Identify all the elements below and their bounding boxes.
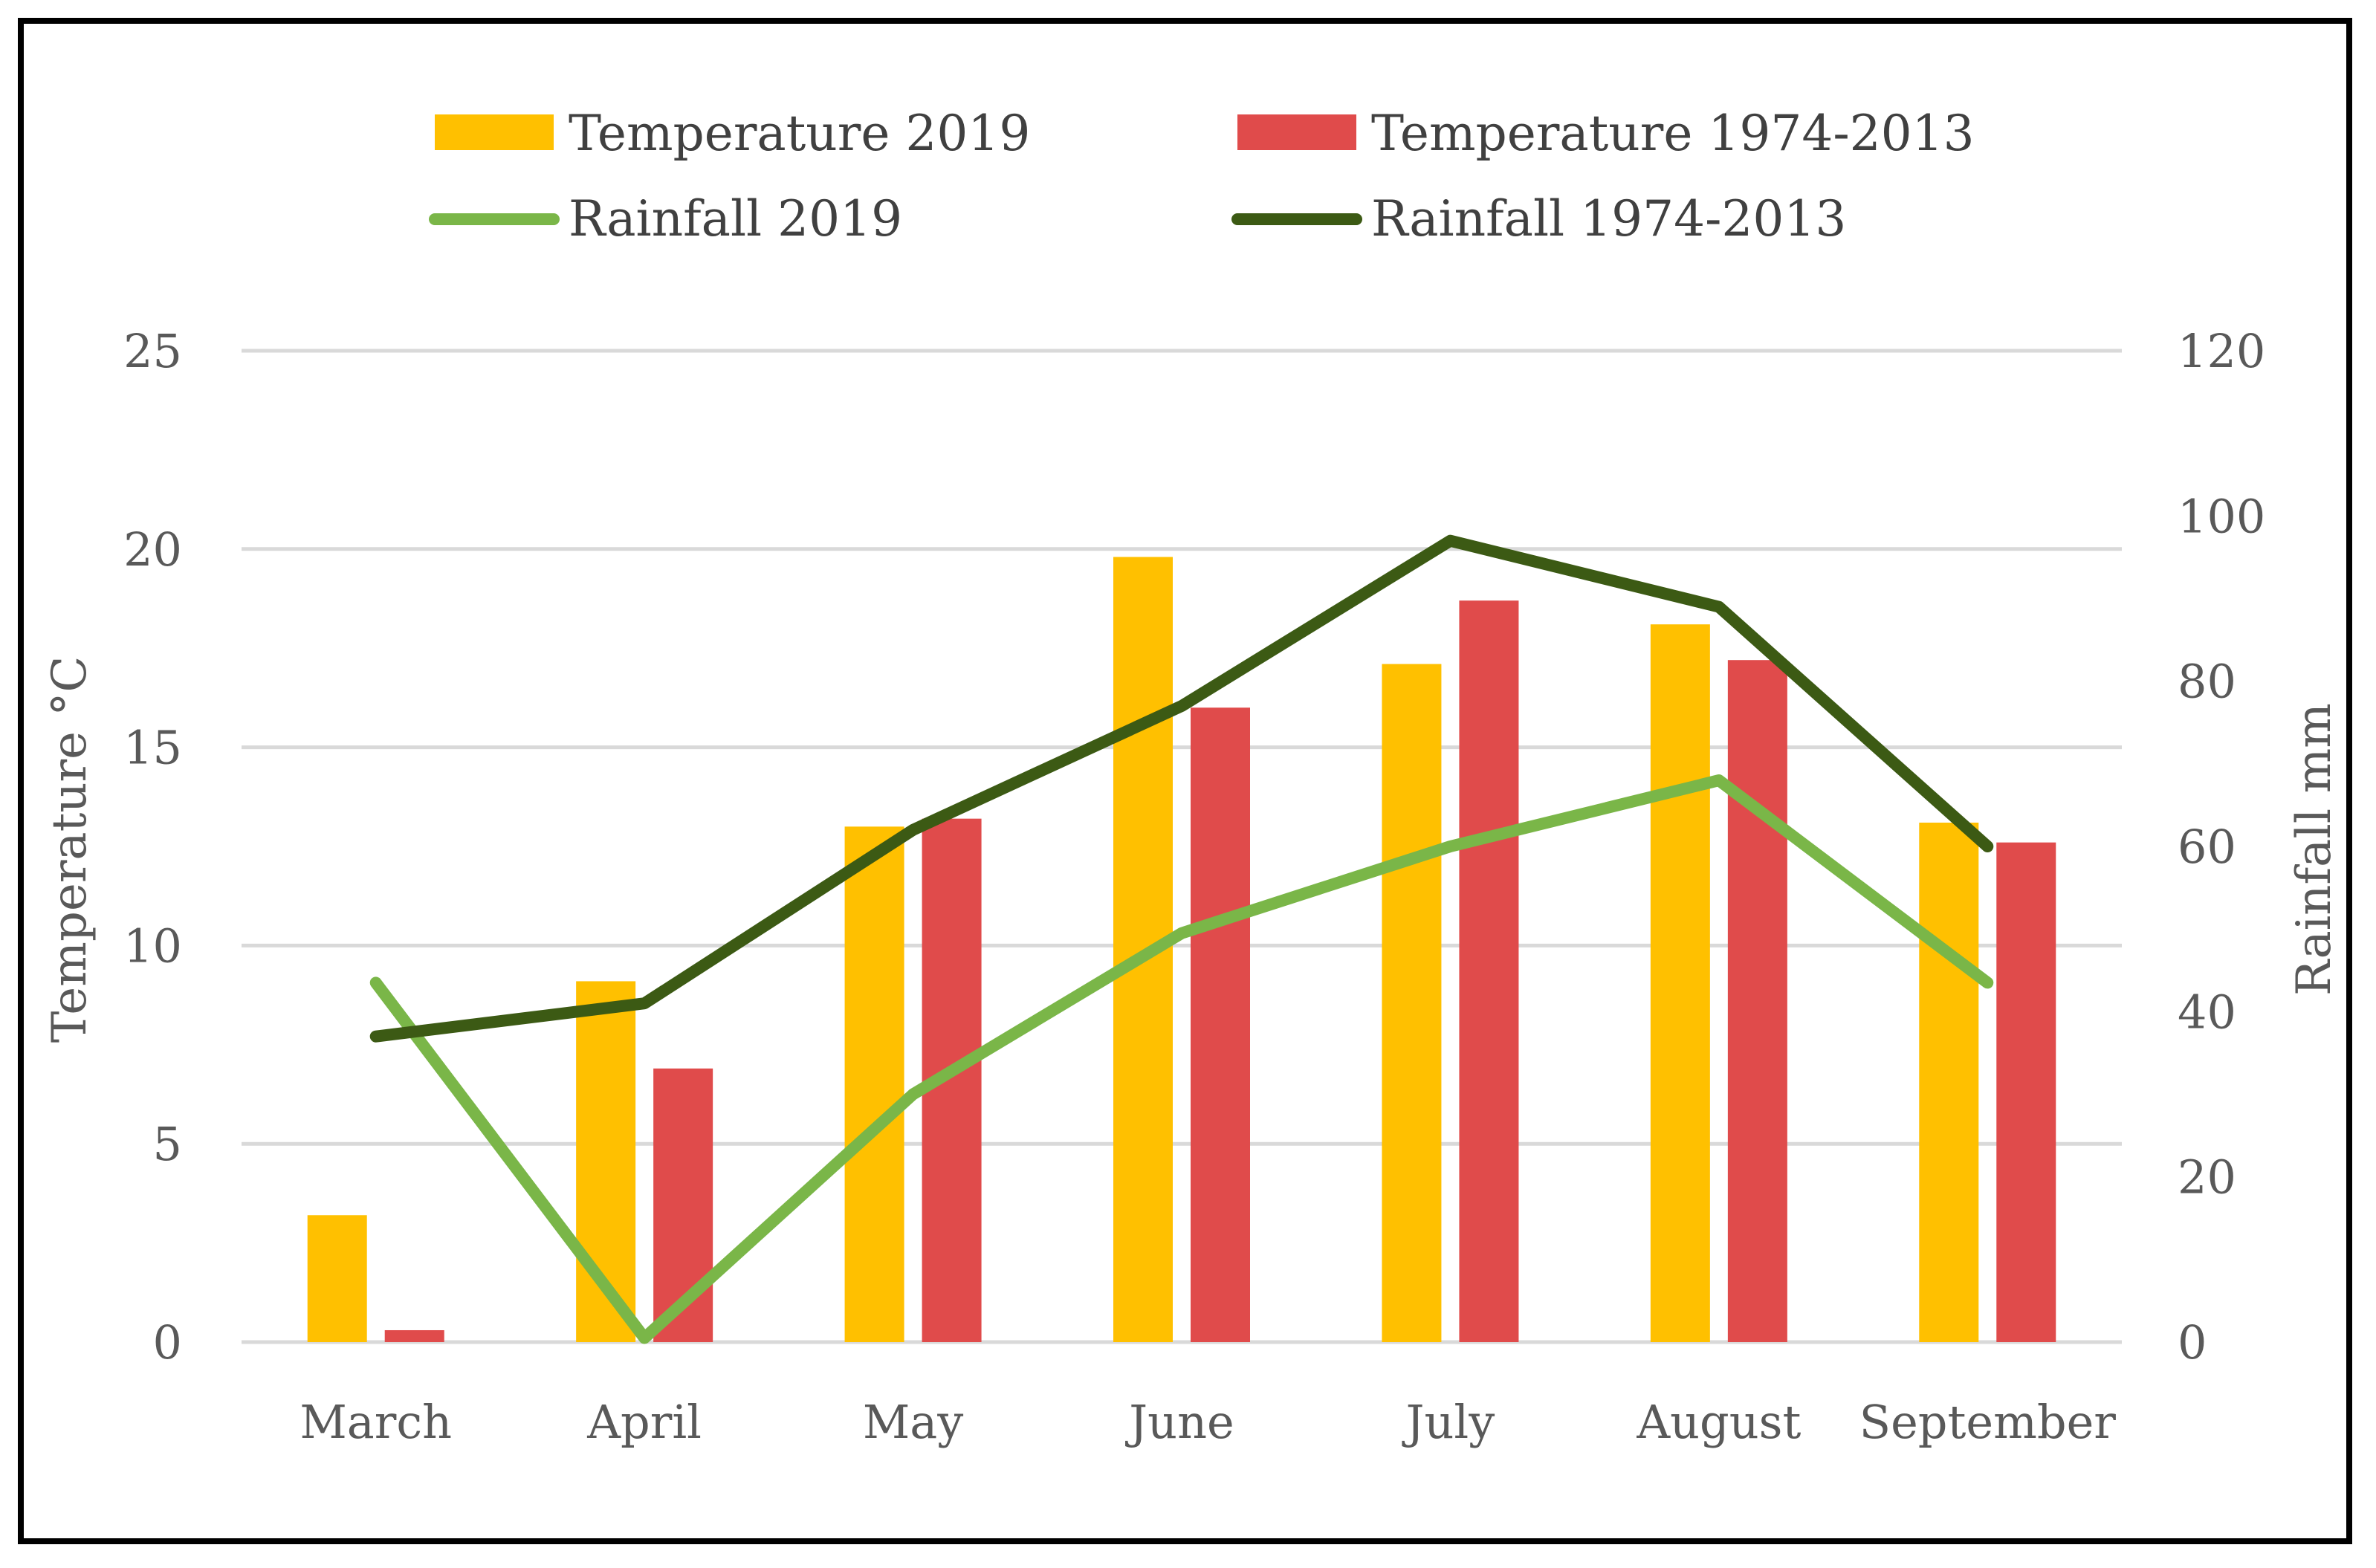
bar-temperature-2019-march: [307, 1215, 367, 1342]
bar-temperature-1974-2013-june: [1191, 707, 1250, 1342]
bar-temperature-1974-2013-september: [1996, 842, 2056, 1342]
y2-tick-label: 0: [2178, 1315, 2207, 1370]
bar-series-group: [307, 557, 2056, 1343]
line-rainfall-1974-2013: [369, 534, 1994, 1043]
y-tick-label: 15: [123, 721, 182, 775]
bar-temperature-2019-september: [1919, 822, 1979, 1342]
y-tick-label: 25: [123, 324, 182, 378]
y2-tick-label: 20: [2178, 1150, 2236, 1205]
y-tick-label: 5: [153, 1117, 182, 1171]
y-tick-label: 0: [153, 1315, 182, 1370]
y2-tick-label: 120: [2178, 324, 2265, 378]
y2-axis-title: Rainfall mm: [2287, 703, 2342, 996]
bar-temperature-2019-july: [1382, 664, 1442, 1342]
line-series-group: [369, 534, 1994, 1344]
y2-tick-label: 40: [2178, 985, 2236, 1039]
x-tick-label: June: [1124, 1395, 1234, 1449]
y2-tick-label: 60: [2178, 820, 2236, 874]
y2-tick-label: 80: [2178, 655, 2236, 709]
bar-temperature-2019-may: [844, 826, 904, 1342]
bar-temperature-1974-2013-july: [1459, 600, 1519, 1342]
bar-temperature-2019-august: [1650, 624, 1710, 1342]
legend-swatch-temperature-1974-2013: [1237, 114, 1356, 150]
x-tick-label: May: [863, 1395, 963, 1449]
line-rainfall-2019: [369, 774, 1994, 1344]
x-tick-label: April: [586, 1395, 702, 1449]
legend: Temperature 2019 Temperature 1974-2013 Rai…: [429, 105, 1975, 247]
y-tick-label: 10: [123, 919, 182, 973]
bar-temperature-1974-2013-august: [1727, 660, 1787, 1342]
bar-temperature-1974-2013-march: [384, 1329, 444, 1342]
tick-labels: 0 5 10 15 20 25 0 20 40 60 80 100 120 March April May Ju…: [123, 324, 2265, 1449]
legend-label-rainfall-1974-2013: Rainfall 1974-2013: [1371, 190, 1846, 247]
gridlines: [242, 349, 2122, 1344]
y-axis-title: Temperature °C: [42, 656, 97, 1043]
x-tick-label: August: [1636, 1395, 1801, 1449]
x-tick-label: March: [300, 1395, 452, 1449]
y2-tick-label: 100: [2178, 489, 2265, 543]
y-tick-label: 20: [123, 522, 182, 577]
legend-label-temperature-1974-2013: Temperature 1974-2013: [1371, 105, 1975, 162]
legend-swatch-temperature-2019: [435, 114, 554, 150]
legend-label-temperature-2019: Temperature 2019: [569, 105, 1030, 162]
legend-label-rainfall-2019: Rainfall 2019: [569, 190, 902, 247]
x-tick-label: July: [1402, 1395, 1495, 1449]
x-tick-label: September: [1859, 1395, 2117, 1449]
